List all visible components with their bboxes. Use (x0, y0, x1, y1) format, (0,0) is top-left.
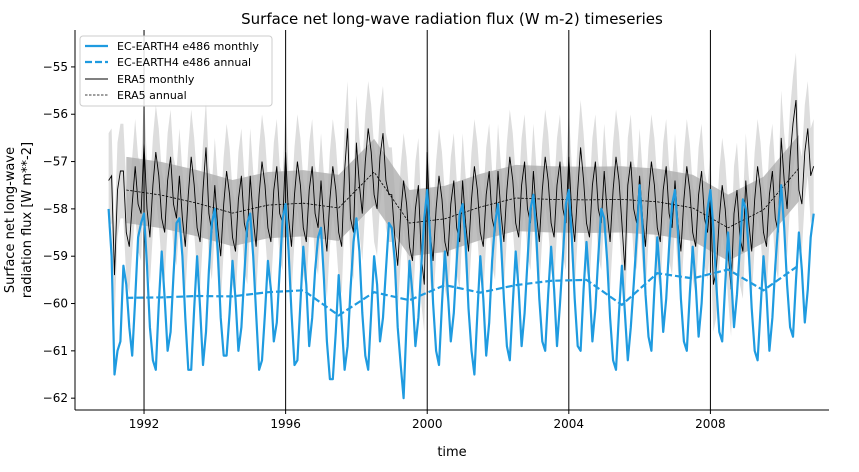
y-tick-label: −56 (43, 107, 68, 121)
x-tick-label: 2000 (412, 417, 443, 431)
series-era5-annual (126, 167, 800, 229)
y-tick-label: −58 (43, 202, 68, 216)
series-ec-earth-annual (126, 264, 800, 317)
series-ec-earth-monthly (107, 184, 815, 400)
x-axis-label: time (437, 445, 466, 460)
y-axis-label-line2: radiation flux [W m**-2] (20, 142, 35, 298)
legend-label-era5-annual: ERA5 annual (117, 89, 187, 102)
era5-annual-spread-band (126, 135, 799, 261)
legend: EC-EARTH4 e486 monthly EC-EARTH4 e486 an… (79, 35, 273, 107)
y-tick-label: −57 (43, 155, 68, 169)
x-tick-label: 1996 (270, 417, 301, 431)
y-tick-label: −59 (43, 249, 68, 263)
y-tick-label: −61 (43, 344, 68, 358)
legend-label-ec-annual: EC-EARTH4 e486 annual (117, 56, 251, 69)
y-tick-label: −62 (43, 391, 68, 405)
legend-label-ec-monthly: EC-EARTH4 e486 monthly (117, 40, 259, 53)
y-axis-label-line1: Surface net long-wave (3, 147, 18, 293)
x-tick-label: 1992 (129, 417, 160, 431)
x-tick-label: 2004 (554, 417, 585, 431)
legend-label-era5-monthly: ERA5 monthly (117, 73, 195, 86)
y-tick-label: −55 (43, 60, 68, 74)
chart-title: Surface net long-wave radiation flux (W … (241, 10, 663, 28)
x-tick-label: 2008 (695, 417, 726, 431)
y-tick-label: −60 (43, 297, 68, 311)
